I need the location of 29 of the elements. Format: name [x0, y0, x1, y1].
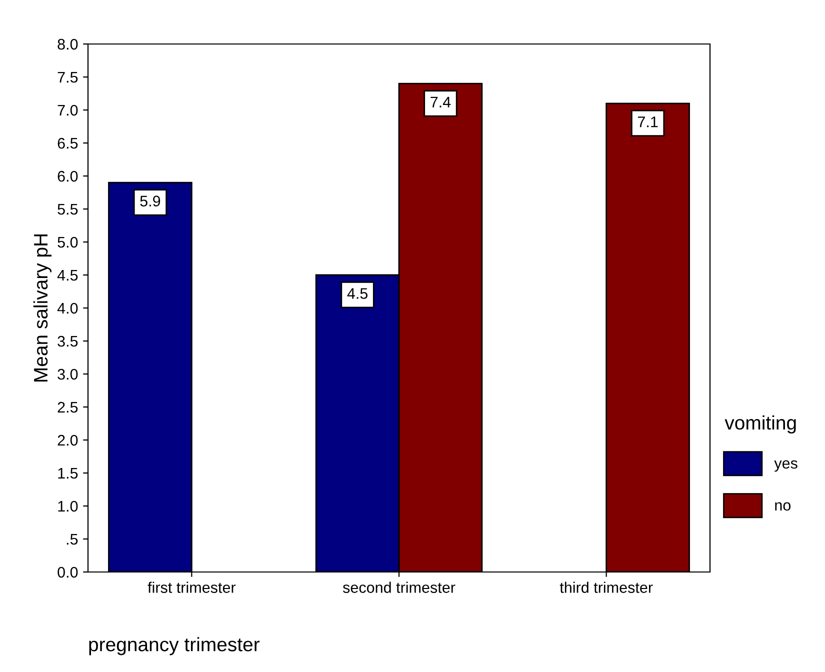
y-tick-label: .5 — [66, 534, 78, 545]
y-tick-label: 7.0 — [58, 104, 78, 116]
legend-label: yes — [774, 460, 798, 472]
data-label: 4.5 — [347, 288, 368, 299]
data-label: 7.4 — [430, 96, 451, 108]
y-tick-label: 2.0 — [58, 434, 78, 446]
y-tick-label: 7.5 — [58, 72, 78, 83]
legend-label: no — [775, 502, 791, 511]
y-tick-label: 0.0 — [58, 566, 78, 578]
y-tick-label: 6.5 — [58, 138, 78, 149]
data-label: 7.1 — [638, 116, 658, 128]
x-tick-label: third trimester — [560, 582, 653, 593]
x-tick-label: first trimester — [148, 582, 236, 593]
legend-title: vomiting — [724, 415, 796, 434]
x-axis-title: pregnancy trimester — [89, 637, 260, 656]
y-tick-label: 1.5 — [58, 468, 78, 479]
y-axis-title: Mean salivary pH — [33, 234, 52, 382]
y-tick-label: 5.0 — [58, 236, 78, 248]
y-tick-label: 3.5 — [58, 336, 78, 347]
x-tick-label: second trimester — [342, 582, 456, 593]
y-tick-label: 6.0 — [58, 170, 78, 182]
y-tick-label: 2.5 — [58, 402, 78, 413]
y-tick-label: 8.0 — [58, 38, 78, 50]
y-tick-label: 4.5 — [57, 270, 78, 281]
y-tick-label: 1.0 — [58, 500, 78, 512]
y-tick-label: 4.0 — [57, 302, 78, 314]
y-tick-label: 3.0 — [58, 368, 78, 380]
y-tick-label: 5.5 — [58, 204, 78, 215]
data-label: 5.9 — [140, 196, 160, 206]
